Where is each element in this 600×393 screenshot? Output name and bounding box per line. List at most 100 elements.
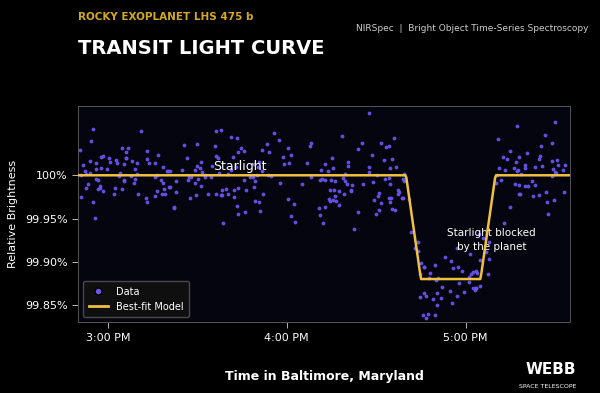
Point — [165, 168, 175, 174]
Point — [210, 143, 220, 149]
Point — [221, 185, 231, 192]
Point — [433, 275, 443, 281]
Point — [217, 191, 226, 198]
Point — [129, 180, 139, 186]
Point — [316, 176, 325, 183]
Point — [407, 229, 416, 235]
Point — [157, 176, 166, 183]
Point — [460, 289, 469, 295]
Point — [250, 161, 259, 167]
Point — [346, 187, 356, 193]
Point — [211, 153, 221, 160]
Point — [126, 173, 136, 179]
Point — [369, 196, 379, 203]
Point — [387, 156, 397, 163]
Point — [284, 196, 293, 202]
Point — [193, 176, 203, 182]
Point — [150, 160, 160, 166]
Point — [93, 177, 103, 183]
Point — [338, 175, 348, 181]
Point — [365, 109, 374, 116]
Point — [331, 198, 341, 204]
Point — [278, 154, 288, 160]
Point — [284, 160, 293, 166]
Point — [353, 209, 362, 215]
Point — [416, 294, 425, 300]
Point — [152, 171, 162, 178]
Point — [560, 162, 570, 168]
Point — [367, 152, 377, 158]
Point — [184, 177, 193, 183]
Text: Time in Baltimore, Maryland: Time in Baltimore, Maryland — [224, 370, 424, 383]
Point — [334, 187, 343, 194]
Point — [328, 197, 338, 203]
Point — [446, 258, 455, 264]
Point — [376, 140, 386, 146]
Point — [331, 178, 340, 184]
Point — [245, 174, 254, 180]
Point — [534, 192, 544, 198]
Point — [104, 155, 114, 161]
Point — [394, 189, 404, 195]
Point — [404, 196, 413, 202]
Point — [96, 165, 106, 171]
Point — [152, 188, 162, 194]
Point — [286, 152, 295, 158]
Point — [419, 290, 428, 296]
Point — [157, 191, 167, 197]
Point — [515, 191, 524, 197]
Point — [468, 268, 478, 275]
Point — [505, 204, 514, 210]
Point — [132, 171, 142, 177]
Point — [353, 146, 363, 152]
Point — [318, 220, 328, 226]
Point — [223, 171, 233, 177]
Point — [374, 190, 384, 196]
Point — [239, 147, 249, 154]
Point — [190, 167, 200, 173]
Point — [386, 195, 396, 202]
Point — [119, 177, 129, 184]
Point — [364, 163, 373, 170]
Point — [95, 183, 105, 189]
Point — [515, 191, 525, 197]
Text: Starlight: Starlight — [214, 160, 267, 173]
Point — [76, 172, 86, 178]
Point — [543, 211, 553, 217]
Point — [497, 177, 506, 183]
Point — [115, 173, 124, 180]
Point — [305, 143, 315, 149]
Point — [211, 191, 221, 197]
Point — [469, 285, 478, 291]
Point — [464, 274, 474, 280]
Point — [478, 235, 488, 241]
Point — [398, 175, 407, 182]
Point — [257, 147, 267, 153]
Point — [119, 178, 129, 184]
Point — [534, 156, 544, 162]
Point — [464, 279, 474, 286]
Point — [160, 191, 170, 197]
Point — [200, 174, 210, 180]
Point — [329, 187, 338, 193]
Point — [346, 188, 356, 195]
Point — [483, 271, 493, 277]
Point — [263, 172, 273, 178]
Point — [323, 167, 333, 174]
Point — [425, 270, 434, 277]
Point — [172, 178, 181, 184]
Point — [233, 149, 243, 155]
Point — [254, 199, 264, 205]
Point — [385, 165, 394, 171]
Point — [475, 231, 484, 237]
Point — [393, 191, 403, 197]
Point — [493, 136, 502, 142]
Point — [185, 174, 194, 180]
Point — [258, 191, 268, 197]
Point — [98, 187, 108, 194]
Point — [371, 211, 381, 217]
Point — [228, 154, 238, 160]
Point — [540, 132, 550, 138]
Point — [89, 126, 98, 132]
Point — [111, 156, 121, 163]
